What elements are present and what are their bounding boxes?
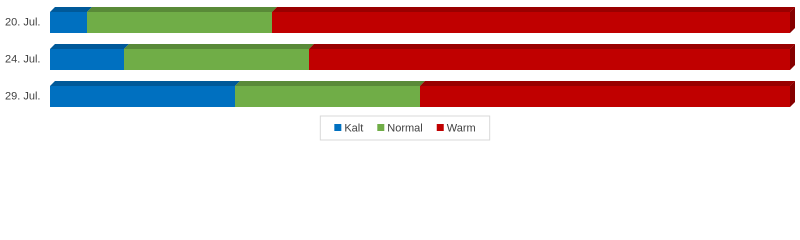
y-tick-label: 20. Jul. [5, 16, 40, 28]
legend [319, 115, 491, 141]
bar [124, 49, 309, 70]
bar-top-shade [50, 81, 240, 86]
bar [87, 12, 272, 33]
bar-top-shade [235, 81, 425, 86]
bar-side [790, 44, 795, 70]
bar-top-shade [309, 44, 795, 49]
bar-top [272, 7, 795, 12]
bar-side-shade [790, 81, 795, 107]
bar-side [790, 7, 795, 33]
bar-top-shade [124, 44, 314, 49]
bar-top [309, 44, 795, 49]
bar-top [50, 7, 92, 12]
legend-label: Kalt [344, 122, 363, 134]
bar-top-shade [50, 44, 129, 49]
bar-top [50, 81, 240, 86]
y-tick-label: 24. Jul. [5, 53, 40, 65]
bar-top [235, 81, 425, 86]
bar-top-shade [420, 81, 795, 86]
bar-side-shade [790, 44, 795, 70]
legend-label: Warm [447, 122, 476, 134]
bar-top [420, 81, 795, 86]
bar [50, 86, 235, 107]
bar-side-shade [790, 7, 795, 33]
y-tick-label: 29. Jul. [5, 90, 40, 102]
bar-top-shade [272, 7, 795, 12]
bar-top [87, 7, 277, 12]
bar [420, 86, 790, 107]
legend-swatch [377, 124, 385, 131]
legend-label: Normal [387, 122, 422, 134]
bar [50, 12, 87, 33]
bar-top [124, 44, 314, 49]
legend-swatch [334, 124, 342, 131]
legend-swatch [436, 124, 444, 131]
bar-top-shade [50, 7, 92, 12]
bar [235, 86, 420, 107]
bar [272, 12, 790, 33]
bar-top [50, 44, 129, 49]
bar-top-shade [87, 7, 277, 12]
bar [50, 49, 124, 70]
bar-side [790, 81, 795, 107]
bar [309, 49, 790, 70]
chart: 20. Jul. 24. Jul. 29. Jul. Kalt Normal Warm [5, 7, 795, 141]
